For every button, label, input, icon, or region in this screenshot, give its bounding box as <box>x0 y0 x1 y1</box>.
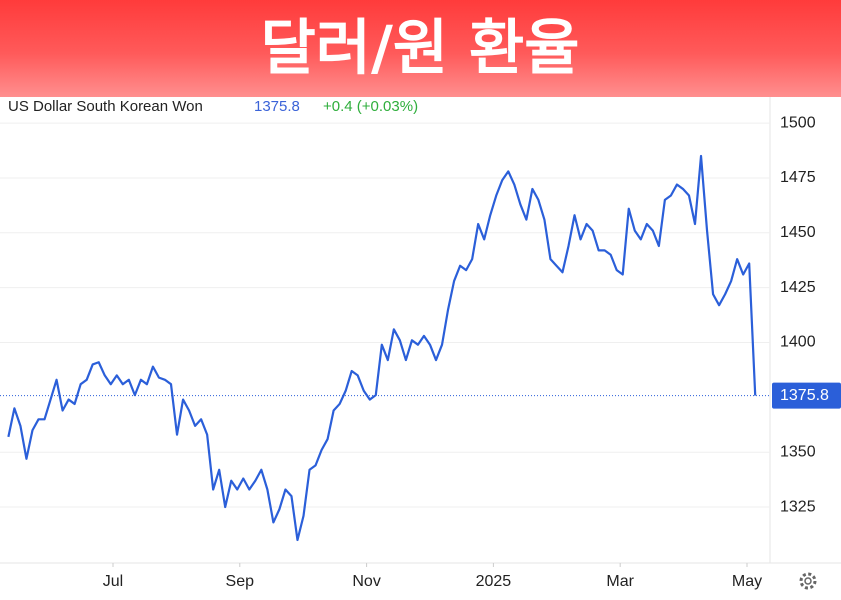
settings-icon[interactable] <box>799 572 817 590</box>
legend-change: +0.4 (+0.03%) <box>323 98 418 115</box>
title-banner <box>0 0 841 97</box>
y-tick-label: 1475 <box>780 169 816 186</box>
y-tick-label: 1425 <box>780 279 816 296</box>
y-tick-label: 1450 <box>780 224 816 241</box>
legend-last-value: 1375.8 <box>254 98 300 115</box>
y-tick-label: 1325 <box>780 498 816 515</box>
legend-label: US Dollar South Korean Won <box>8 98 203 115</box>
last-value-label: 1375.8 <box>780 387 829 404</box>
x-tick-label: Jul <box>103 573 123 590</box>
y-tick-label: 1400 <box>780 334 816 351</box>
x-tick-label: May <box>732 573 762 590</box>
legend: US Dollar South Korean Won 1375.8 +0.4 (… <box>8 98 418 115</box>
data-line <box>7 154 757 542</box>
last-value-badge <box>772 382 841 409</box>
chart-title: 달러/원 환율 <box>261 14 580 84</box>
x-tick-label: Mar <box>606 573 634 590</box>
y-tick-label: 1500 <box>780 114 816 131</box>
y-tick-label: 1350 <box>780 443 816 460</box>
x-tick-label: 2025 <box>476 573 512 590</box>
x-tick-label: Sep <box>226 573 255 590</box>
x-tick-label: Nov <box>352 573 380 590</box>
